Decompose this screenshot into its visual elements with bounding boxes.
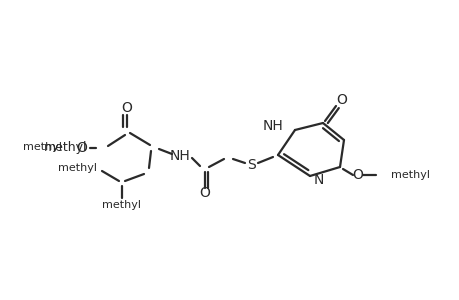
Text: S: S	[247, 158, 256, 172]
Text: O: O	[121, 101, 132, 115]
Text: O: O	[352, 168, 363, 182]
Text: NH: NH	[262, 119, 282, 133]
Text: N: N	[313, 173, 324, 187]
Text: methyl: methyl	[58, 163, 97, 173]
Text: methyl: methyl	[44, 142, 88, 154]
Text: O: O	[76, 141, 87, 155]
Text: methyl: methyl	[102, 200, 141, 210]
Text: methyl: methyl	[390, 170, 429, 180]
Text: O: O	[199, 186, 210, 200]
Text: O: O	[336, 93, 347, 107]
Text: NH: NH	[169, 149, 190, 163]
Text: methyl: methyl	[23, 142, 62, 152]
